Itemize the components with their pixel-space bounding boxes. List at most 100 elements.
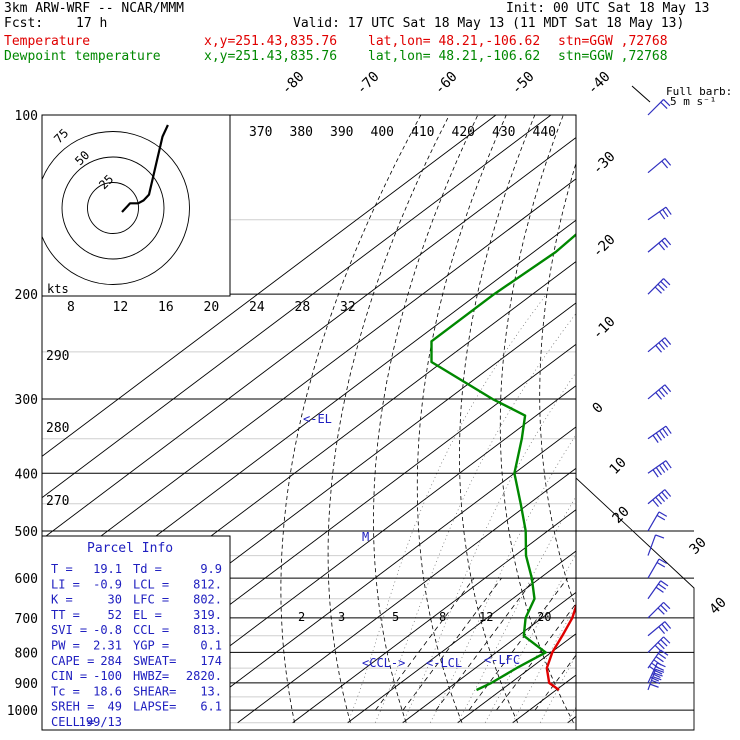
moist-adiabat [567, 706, 576, 723]
theta-label: 420 [452, 125, 475, 140]
isotherm-label: -30 [590, 149, 619, 178]
dry-adiabat [539, 161, 576, 610]
wind-barb [647, 649, 669, 672]
parcel-row-label: SHEAR= [133, 684, 176, 698]
isotherm-label: -80 [279, 69, 308, 98]
pressure-label: 400 [15, 467, 38, 482]
legend-dewpoint-xy: x,y=251.43,835.76 [204, 49, 338, 64]
wind-barb [647, 489, 672, 508]
theta-label: 410 [411, 125, 434, 140]
wind-barb-feather [661, 339, 669, 348]
temperature-line [545, 602, 576, 691]
wind-barb-feather [651, 662, 660, 669]
legend-dewpoint-name: Dewpoint temperature [4, 49, 161, 64]
hodograph-ring [87, 182, 139, 234]
wind-barb-feather [654, 644, 662, 653]
isotherm-line [237, 467, 576, 724]
parcel-row-label: YGP = [133, 639, 169, 653]
wind-barb-staff [647, 337, 666, 353]
parcel-row-value: 319. [193, 608, 222, 622]
wind-barb-feather [656, 561, 666, 568]
speed-tick-label: 24 [249, 300, 265, 315]
wind-barb-feather [655, 467, 662, 476]
parcel-row-label: SREH = [51, 700, 94, 714]
isotherm-line [127, 385, 576, 724]
isotherm-line [42, 115, 497, 457]
parcel-row-label: Tc = [51, 684, 80, 698]
dry-adiabat [416, 115, 507, 723]
isotherm-line [42, 136, 576, 540]
isotherm-label: 10 [607, 455, 630, 478]
isotherm-label: -40 [585, 69, 614, 98]
parcel-row-label: Td = [133, 562, 162, 576]
wind-barb-staff [647, 580, 662, 600]
wind-barb-feather [657, 283, 665, 291]
parcel-row-value: -0.8 [93, 623, 122, 637]
pressure-label: 500 [15, 525, 38, 540]
wind-barb-staff [647, 601, 664, 619]
wind-barb-feather [664, 337, 672, 345]
lfc-marker: <-LFC [484, 653, 520, 667]
isotherm-line [42, 115, 552, 499]
model-title: 3km ARW-WRF -- NCAR/MMM [4, 1, 185, 16]
wind-barb-feather [660, 649, 669, 656]
parcel-row-value: -100 [93, 669, 122, 683]
wind-barb-feather [658, 342, 666, 351]
wind-barb-feather [657, 642, 665, 650]
parcel-row-label: T = [51, 562, 73, 576]
theta-label: 390 [330, 125, 353, 140]
mixing-ratio-label: 5 [392, 610, 399, 624]
el-marker: <-EL [303, 412, 332, 426]
lower-boundary [575, 476, 695, 731]
wind-barb-staff [647, 534, 657, 556]
parcel-row-value: 284 [100, 654, 122, 668]
hodograph-ring [42, 131, 190, 285]
mixing-ratio-label: 2 [298, 610, 305, 624]
parcel-row-label: SWEAT= [133, 654, 176, 668]
parcel-row-value: 0.1 [200, 639, 222, 653]
wind-barb [647, 668, 665, 691]
parcel-row-label: EL = [133, 608, 162, 622]
wind-barb-feather [655, 432, 662, 441]
wind-barb-feather [652, 673, 661, 679]
wind-barb-feather [652, 469, 659, 478]
mixing-ratio-line [402, 577, 502, 711]
wind-barb [647, 425, 672, 443]
wind-barb-feather [660, 639, 668, 647]
wind-barb-feather [662, 209, 669, 218]
parcel-row-label: CCL = [133, 623, 169, 637]
parcel-row-value: 813. [193, 623, 222, 637]
parcel-row-label: CIN = [51, 669, 87, 683]
mixing-ratio-line [435, 577, 535, 711]
dry-adiabat [373, 115, 479, 723]
wind-barb [647, 601, 671, 619]
theta-side-label: 290 [46, 349, 69, 364]
wind-barb-feather [652, 434, 659, 443]
isotherm-label: -10 [590, 314, 619, 343]
mixing-ratio-label: 12 [479, 610, 493, 624]
isotherm-label: 0 [590, 400, 607, 417]
parcel-row-label: TT = [51, 608, 80, 622]
wind-barb-feather [658, 494, 666, 502]
mixing-ratio-line [468, 577, 568, 711]
parcel-info-title: Parcel Info [87, 541, 173, 556]
isotherm-line [347, 550, 576, 724]
forecast-label: Fcst: [4, 16, 44, 31]
parcel-row-label: PW = [51, 639, 80, 653]
theta-label: 400 [371, 125, 394, 140]
moist-adiabat [402, 372, 576, 723]
wind-barb-feather [663, 99, 671, 107]
wind-barb-feather [657, 607, 665, 615]
isotherm-label: -50 [509, 69, 538, 98]
moist-adiabat [484, 553, 576, 723]
wind-barb [647, 621, 672, 637]
wind-barb-staff [647, 237, 666, 253]
parcel-row-label: HWBZ= [133, 669, 169, 683]
parcel-row-value: 30 [108, 593, 122, 607]
m-marker: M [362, 530, 369, 544]
isotherm-label: -20 [590, 232, 619, 261]
wind-barb-feather [652, 676, 662, 681]
barb-legend-value: 5 m s⁻¹ [670, 95, 716, 108]
wind-barb-staff [647, 621, 666, 637]
